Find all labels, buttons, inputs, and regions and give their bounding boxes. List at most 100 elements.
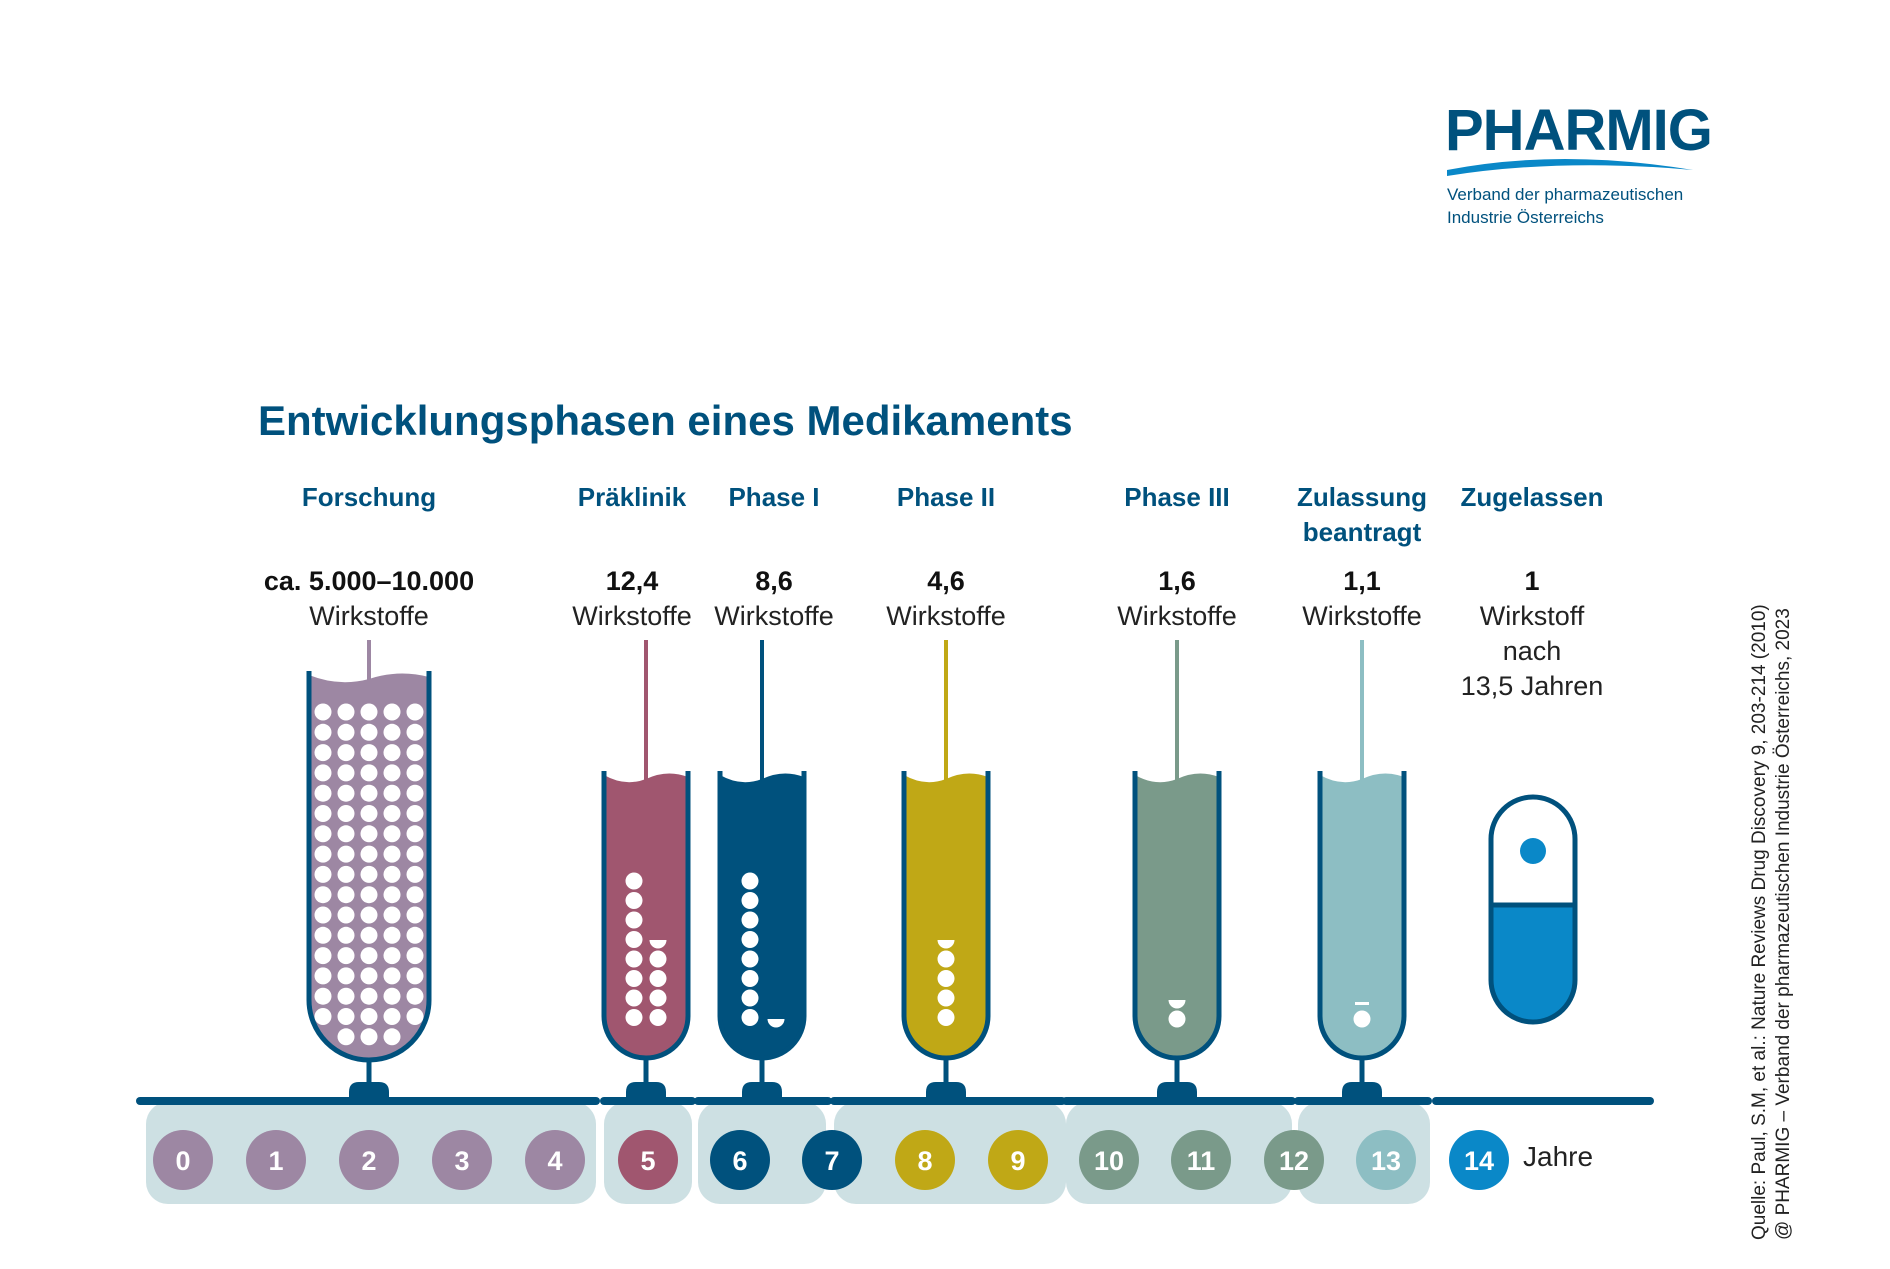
compound-count: 1 (1524, 566, 1539, 596)
year-marker: 9 (988, 1130, 1048, 1190)
compound-dot (383, 744, 401, 762)
compound-unit: nach (1503, 636, 1562, 666)
compound-dot (625, 970, 643, 987)
compound-dot (360, 967, 378, 985)
compound-unit: Wirkstoffe (886, 601, 1006, 631)
compound-unit: Wirkstoffe (1302, 601, 1422, 631)
compound-dot (337, 1008, 355, 1025)
compound-dot (337, 967, 355, 985)
pharmig-logo: PHARMIG Verband der pharmazeutischen Ind… (1445, 98, 1713, 227)
tube-liquid (904, 773, 988, 1058)
compound-count: 12,4 (606, 566, 659, 596)
compound-dot (337, 805, 355, 822)
compound-dot (406, 723, 424, 741)
year-marker: 12 (1264, 1130, 1324, 1190)
compound-dot-partial (649, 940, 667, 949)
compound-dot (360, 825, 378, 843)
compound-dot (383, 805, 401, 822)
year-marker: 8 (895, 1130, 955, 1190)
page-title: Entwicklungsphasen eines Medikaments (258, 397, 1073, 444)
compound-dot (741, 911, 759, 929)
compound-dot (383, 825, 401, 843)
compound-dot (314, 845, 332, 863)
compound-dot (649, 989, 667, 1007)
year-marker: 1 (246, 1130, 306, 1190)
year-markers: 0 1 2 3 4 5 6 7 8 9 10 11 12 13 14 (153, 1130, 1509, 1190)
compound-dot (625, 892, 643, 909)
year-marker: 10 (1079, 1130, 1139, 1190)
phase-zugelassen: Zugelassen 1 Wirkstoff nach 13,5 Jahren (1460, 482, 1604, 1025)
compound-dot (337, 886, 355, 904)
year-number: 8 (917, 1146, 932, 1176)
year-circle (153, 1130, 213, 1190)
compound-dot (314, 967, 332, 985)
phase-zulassung: Zulassung beantragt 1,1 Wirkstoffe (1297, 482, 1427, 1098)
year-circle (710, 1130, 770, 1190)
compound-dot (1168, 1010, 1186, 1028)
year-number: 4 (547, 1146, 562, 1176)
compound-dot (937, 989, 955, 1007)
compound-dot (337, 865, 355, 883)
compound-dot (406, 1008, 424, 1025)
year-marker: 11 (1171, 1130, 1231, 1190)
year-number: 13 (1371, 1146, 1401, 1176)
compound-dot (314, 723, 332, 741)
phase-praeklinik: Präklinik 12,4 Wirkstoffe (572, 482, 692, 1098)
compound-dot (937, 950, 955, 968)
compound-dot (337, 744, 355, 762)
phase-label: Forschung (302, 482, 436, 512)
year-circle (525, 1130, 585, 1190)
compound-dot (406, 703, 424, 721)
compound-dot (937, 970, 955, 987)
logo-tagline-line2: Industrie Österreichs (1447, 208, 1604, 227)
tube-liquid (720, 773, 804, 1058)
year-number: 7 (824, 1146, 839, 1176)
phase-phase3: Phase III 1,6 Wirkstoffe (1117, 482, 1237, 1098)
tube-foot (1157, 1082, 1197, 1098)
compound-dot-partial (1168, 1000, 1186, 1009)
compound-dot (406, 805, 424, 822)
phase-label: Präklinik (578, 482, 687, 512)
logo-swoosh (1447, 159, 1693, 176)
tube-foot (742, 1082, 782, 1098)
compound-dot-partial (937, 940, 955, 949)
year-circle (895, 1130, 955, 1190)
compound-dot (360, 886, 378, 904)
compound-dot (360, 845, 378, 863)
compound-dots (741, 872, 785, 1028)
year-number: 1 (268, 1146, 283, 1176)
year-marker: 14 (1449, 1130, 1509, 1190)
tube-foot (926, 1082, 966, 1098)
compound-dot (649, 970, 667, 987)
phase-phase1: Phase I 8,6 Wirkstoffe (714, 482, 834, 1098)
compound-dot (383, 1008, 401, 1025)
compound-dot (314, 906, 332, 924)
compound-dot (337, 1028, 355, 1046)
compound-dot (383, 764, 401, 782)
compound-dots (1168, 1000, 1186, 1028)
year-number: 0 (175, 1146, 190, 1176)
compound-count: 4,6 (927, 566, 965, 596)
compound-dot (337, 723, 355, 741)
compound-dot (649, 950, 667, 968)
tube-liquid (1135, 773, 1219, 1058)
compound-dot (741, 970, 759, 987)
compound-unit: Wirkstoffe (1117, 601, 1237, 631)
compound-dot (406, 906, 424, 924)
compound-dot (741, 1009, 759, 1026)
compound-dot (314, 886, 332, 904)
compound-dot (625, 989, 643, 1007)
compound-dot (406, 744, 424, 762)
compound-dot (383, 784, 401, 802)
tube-foot (1342, 1082, 1382, 1098)
compound-dot (314, 926, 332, 944)
tube-outline (901, 771, 991, 1061)
capsule-icon (1488, 794, 1578, 1025)
compound-dot (337, 784, 355, 802)
tube-outline (1317, 771, 1407, 1061)
compound-dot (360, 744, 378, 762)
compound-dot (360, 703, 378, 721)
compound-dot (337, 825, 355, 843)
year-number: 6 (732, 1146, 747, 1176)
